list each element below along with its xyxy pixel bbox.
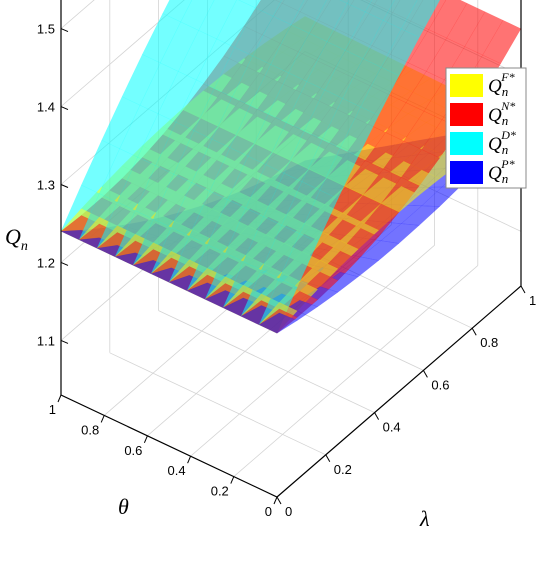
x-tick-label: 0.4	[383, 420, 401, 435]
surface-patch-1	[401, 149, 440, 187]
tick-labels: 1.1 1.2 1.3 1.4 1.5 0 0.2 0.4 0.6 0.8 1 0 0.2 0.4 0.6 0…	[37, 22, 536, 519]
grid-line-floor-x	[109, 352, 326, 456]
x-tick-mark	[374, 412, 380, 420]
z-tick-label: 1.2	[37, 255, 55, 270]
x-axis-title: λ	[419, 506, 430, 531]
surface-patch-2	[339, 0, 350, 4]
y-tick-mark	[273, 496, 278, 505]
surface-patch-2	[142, 13, 181, 64]
x-tick-label: 0.8	[480, 335, 498, 350]
z-tick-mark	[60, 261, 69, 266]
surface-patch-2	[99, 148, 138, 203]
surface-patch-2	[326, 3, 366, 51]
z-tick-label: 1.3	[37, 177, 55, 192]
y-tick-mark	[100, 415, 105, 423]
surface-patch-2	[286, 81, 325, 132]
surface-patch-2	[340, 106, 379, 157]
y-tick-label: 0.4	[168, 463, 186, 478]
legend-label: QnN*	[488, 99, 515, 128]
legend-swatch	[450, 103, 483, 126]
surface-patch-2	[319, 147, 359, 199]
legend-swatch	[450, 161, 483, 184]
x-tick-label: 0.6	[431, 377, 449, 392]
x-tick-mark	[325, 454, 331, 463]
z-tick-mark	[60, 184, 69, 188]
surface-patch-2	[365, 0, 395, 21]
y-tick-label: 0.6	[124, 443, 142, 458]
surface-patch-2	[207, 199, 246, 254]
y-tick-label: 0	[265, 504, 272, 519]
x-tick-mark	[520, 285, 526, 294]
z-tick-label: 1.5	[37, 22, 55, 37]
grid-line-z	[60, 0, 185, 107]
x-tick-label: 1	[529, 293, 536, 308]
z-tick-label: 1.4	[37, 100, 55, 115]
legend: QnF*QnN*QnD*QnP*	[445, 67, 527, 189]
x-tick-mark	[471, 327, 477, 336]
surface-patch-2	[322, 98, 361, 149]
surface-patch-2	[189, 190, 228, 245]
grid-line-floor-y	[190, 244, 435, 457]
surface-patch-3	[380, 223, 420, 244]
z-tick-mark	[60, 339, 69, 344]
z-tick-mark	[60, 28, 69, 33]
legend-label: QnP*	[488, 157, 515, 186]
x-tick-mark	[422, 370, 428, 378]
surface-patch-2	[304, 89, 343, 140]
z-axis-title: Qn	[5, 224, 28, 254]
surface-patch-1	[383, 140, 422, 178]
y-tick-mark	[230, 476, 235, 484]
surface-patch-1	[482, 20, 522, 64]
surface-patch-1	[365, 132, 404, 170]
legend-label: QnF*	[488, 70, 515, 99]
z-tick-label: 1.1	[37, 333, 55, 348]
x-tick-label: 0	[285, 504, 292, 519]
surface-patch-2	[299, 190, 339, 243]
y-tick-label: 1	[49, 402, 56, 417]
surface-patch-2	[171, 182, 210, 237]
surface-patch-0	[380, 186, 420, 213]
surface-patch-2	[117, 156, 156, 211]
legend-label: QnD*	[488, 128, 516, 157]
grid-line-floor-x	[158, 310, 375, 413]
grid-line-floor-y	[233, 265, 479, 477]
surface-patch-2	[135, 165, 174, 220]
legend-swatch	[450, 132, 483, 155]
z-tick-mark	[60, 106, 69, 110]
x-tick-label: 0.2	[334, 462, 352, 477]
legend-swatch	[450, 74, 483, 97]
y-tick-label: 0.2	[211, 484, 229, 499]
y-tick-mark	[57, 394, 62, 403]
surface-patch-3	[258, 312, 298, 334]
y-tick-mark	[143, 435, 148, 443]
surface-patch-2	[153, 173, 192, 228]
surface-patch-1	[408, 29, 447, 72]
y-tick-label: 0.8	[81, 422, 99, 437]
y-tick-mark	[187, 456, 192, 464]
x-tick-mark	[276, 496, 282, 505]
y-axis-title: θ	[118, 494, 129, 519]
